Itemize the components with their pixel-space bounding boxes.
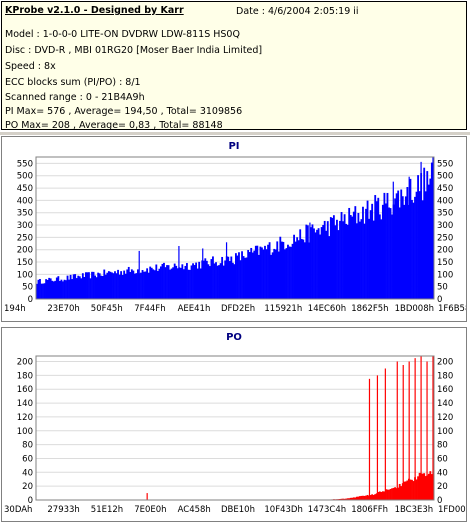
y-tick-label-right: 20 bbox=[437, 482, 448, 492]
y-tick-label-right: 180 bbox=[437, 371, 453, 381]
y-tick-label-right: 350 bbox=[437, 209, 453, 219]
y-tick-label-right: 550 bbox=[437, 159, 453, 169]
x-tick-label: AC458h bbox=[178, 505, 211, 515]
y-tick-label-right: 150 bbox=[437, 258, 453, 268]
y-tick-label-left: 550 bbox=[17, 159, 33, 169]
y-tick-label-left: 400 bbox=[17, 196, 33, 206]
app-title: KProbe v2.1.0 - Designed by Karr bbox=[5, 5, 184, 16]
y-tick-label-left: 350 bbox=[17, 209, 33, 219]
plot-frame bbox=[36, 356, 434, 500]
x-tick-label: 1BD008h bbox=[395, 304, 434, 314]
x-tick-label: AEE41h bbox=[178, 304, 211, 314]
y-tick-label-left: 200 bbox=[17, 246, 33, 256]
x-tick-label: 1862F5h bbox=[351, 304, 388, 314]
y-tick-label-right: 300 bbox=[437, 221, 453, 231]
x-tick-label: 1F6B58h bbox=[438, 304, 466, 314]
x-tick-label: 14EC60h bbox=[308, 304, 346, 314]
y-tick-label-left: 180 bbox=[17, 371, 33, 381]
bars bbox=[36, 163, 434, 299]
y-tick-label-right: 250 bbox=[437, 233, 453, 243]
y-tick-label-left: 120 bbox=[17, 413, 33, 423]
y-tick-label-right: 100 bbox=[437, 427, 453, 437]
x-tick-label: 1FD00Fh bbox=[438, 505, 466, 515]
y-tick-label-right: 200 bbox=[437, 358, 453, 368]
ecc-line: ECC blocks sum (PI/PO) : 8/1 bbox=[5, 77, 141, 88]
y-tick-label-left: 80 bbox=[22, 441, 33, 451]
x-tick-label: 7F44Fh bbox=[134, 304, 165, 314]
y-tick-label-left: 60 bbox=[22, 454, 33, 464]
y-tick-label-left: 300 bbox=[17, 221, 33, 231]
chart-title-pi: PI bbox=[228, 141, 239, 152]
y-tick-label-right: 50 bbox=[437, 283, 448, 293]
y-tick-label-right: 40 bbox=[437, 468, 448, 478]
y-tick-label-left: 450 bbox=[17, 184, 33, 194]
x-tick-label: 23E70h bbox=[47, 304, 79, 314]
y-tick-label-right: 400 bbox=[437, 196, 453, 206]
y-tick-label-right: 120 bbox=[437, 413, 453, 423]
y-tick-label-left: 500 bbox=[17, 172, 33, 182]
y-tick-label-left: 160 bbox=[17, 385, 33, 395]
x-tick-label: 194h bbox=[4, 304, 26, 314]
po-stats-line: PO Max= 208 , Average= 0,83 , Total= 881… bbox=[5, 120, 223, 131]
y-tick-label-right: 60 bbox=[437, 454, 448, 464]
y-tick-label-right: 200 bbox=[437, 246, 453, 256]
y-tick-label-left: 40 bbox=[22, 468, 33, 478]
bars bbox=[322, 471, 434, 500]
y-tick-label-left: 50 bbox=[22, 283, 33, 293]
y-tick-label-left: 200 bbox=[17, 358, 33, 368]
y-tick-label-left: 250 bbox=[17, 233, 33, 243]
y-tick-label-left: 150 bbox=[17, 258, 33, 268]
x-tick-label: 10F43Dh bbox=[264, 505, 302, 515]
scan-date: Date : 4/6/2004 2:05:19 ii bbox=[236, 6, 359, 17]
x-tick-label: 50F45h bbox=[91, 304, 123, 314]
pi-stats-line: PI Max= 576 , Average= 194,50 , Total= 3… bbox=[5, 106, 242, 117]
y-tick-label-right: 80 bbox=[437, 441, 448, 451]
x-tick-label: 30DAh bbox=[4, 505, 32, 515]
chart-title-po: PO bbox=[226, 332, 242, 343]
model-line: Model : 1-0-0-0 LITE-ON DVDRW LDW-811S H… bbox=[5, 29, 240, 40]
x-tick-label: 27933h bbox=[47, 505, 79, 515]
y-tick-label-left: 0 bbox=[28, 295, 33, 305]
range-line: Scanned range : 0 - 21B4A9h bbox=[5, 92, 145, 103]
x-tick-label: 1473C4h bbox=[308, 505, 346, 515]
x-tick-label: DBE10h bbox=[221, 505, 255, 515]
x-tick-label: 51E12h bbox=[91, 505, 123, 515]
y-tick-label-right: 100 bbox=[437, 270, 453, 280]
y-tick-label-left: 100 bbox=[17, 270, 33, 280]
y-tick-label-right: 160 bbox=[437, 385, 453, 395]
info-panel: KProbe v2.1.0 - Designed by Karr Date : … bbox=[1, 1, 467, 130]
y-tick-label-left: 100 bbox=[17, 427, 33, 437]
speed-line: Speed : 8x bbox=[5, 61, 56, 72]
y-tick-label-left: 140 bbox=[17, 399, 33, 409]
x-tick-label: 1BC3E3h bbox=[395, 505, 434, 515]
x-tick-label: DFD2Eh bbox=[221, 304, 255, 314]
x-tick-label: 115921h bbox=[264, 304, 302, 314]
y-tick-label-right: 500 bbox=[437, 172, 453, 182]
x-tick-label: 1806FFh bbox=[351, 505, 388, 515]
y-tick-label-left: 20 bbox=[22, 482, 33, 492]
y-tick-label-right: 140 bbox=[437, 399, 453, 409]
divider bbox=[0, 132, 470, 135]
x-tick-label: 7E0E0h bbox=[134, 505, 166, 515]
disc-line: Disc : DVD-R , MBI 01RG20 [Moser Baer In… bbox=[5, 45, 262, 56]
y-tick-label-right: 450 bbox=[437, 184, 453, 194]
